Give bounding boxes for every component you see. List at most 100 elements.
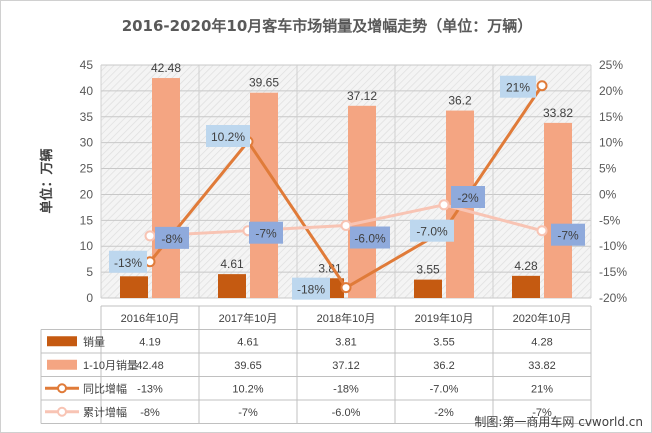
- y-left-tick-label: 5: [86, 265, 93, 279]
- table-cell: -2%: [434, 407, 454, 419]
- table-cell: -7%: [532, 407, 552, 419]
- bar-data-label: 37.12: [347, 89, 377, 103]
- bar-data-label: 42.48: [151, 61, 181, 75]
- plot-area: 0 -20% 5 -15% 10 -10% 15 -5% 20 0% 25 5% 30 10% 35 15% 4…: [80, 58, 628, 305]
- bar-monthly: [512, 275, 540, 298]
- line-data-label: -8%: [155, 226, 189, 249]
- line-data-label-text: -7%: [557, 229, 579, 243]
- line-data-label: -7%: [249, 221, 283, 244]
- bar-data-label: 36.2: [448, 94, 472, 108]
- bar-data-label: 3.55: [416, 263, 440, 277]
- line-marker: [144, 230, 156, 242]
- line-data-label: -7%: [551, 223, 585, 246]
- line-data-label-text: 10.2%: [211, 130, 245, 144]
- plot-background: [101, 65, 591, 298]
- legend-label: 同比增幅: [83, 381, 127, 395]
- line-data-label-box: [350, 226, 390, 249]
- line-data-label: -13%: [109, 250, 147, 273]
- y-right-tick-label: -15%: [599, 265, 627, 279]
- x-category-label: 2016年10月: [121, 311, 180, 325]
- line-marker: [536, 80, 548, 92]
- table-cell: 4.19: [139, 336, 160, 348]
- x-category-label: 2017年10月: [219, 311, 278, 325]
- line-data-label-box: [109, 250, 147, 273]
- y-left-tick-label: 45: [80, 58, 94, 72]
- table-cell: 33.82: [528, 360, 556, 372]
- line-data-label-box: [551, 223, 585, 246]
- y-left-tick-label: 10: [80, 239, 94, 253]
- line-data-label: -7.0%: [410, 219, 454, 242]
- bar-monthly: [414, 279, 442, 298]
- x-category-label: 2020年10月: [513, 311, 572, 325]
- table-cell: 10.2%: [232, 383, 263, 395]
- table-cell: -6.0%: [332, 407, 361, 419]
- line-data-label-text: 21%: [506, 81, 530, 95]
- y-left-tick-label: 35: [80, 110, 94, 124]
- table-cell: 36.2: [433, 360, 454, 372]
- bar-monthly: [120, 276, 148, 298]
- table-cell: 39.65: [234, 360, 262, 372]
- table-cell: -18%: [333, 383, 359, 395]
- line-data-label-text: -13%: [114, 256, 142, 270]
- line-data-label-box: [206, 125, 250, 147]
- legend-swatch: [47, 359, 77, 370]
- bar-data-label: 33.82: [543, 106, 573, 120]
- bar-data-label: 39.65: [249, 76, 279, 90]
- y-right-tick-label: 25%: [599, 58, 623, 72]
- x-category-label: 2018年10月: [317, 311, 376, 325]
- table-cell: 37.12: [332, 360, 360, 372]
- line-data-label-text: -18%: [297, 283, 325, 297]
- y-right-tick-label: -10%: [599, 239, 627, 253]
- line-data-label: -2%: [451, 186, 485, 208]
- line-marker: [438, 199, 450, 211]
- table-cell: 42.48: [136, 360, 164, 372]
- table-cell: -7.0%: [430, 383, 459, 395]
- y-right-tick-label: 5%: [599, 162, 617, 176]
- line-data-label-text: -2%: [457, 191, 479, 205]
- y-right-tick-label: -20%: [599, 291, 627, 305]
- y-left-tick-label: 30: [80, 136, 94, 150]
- table-cell: 3.81: [335, 336, 356, 348]
- x-category-label: 2019年10月: [415, 311, 474, 325]
- y-left-tick-label: 0: [86, 291, 93, 305]
- line-data-label-box: [249, 221, 283, 244]
- line-data-label-box: [451, 186, 485, 208]
- bar-data-label: 4.61: [220, 257, 244, 271]
- line-data-label-text: -7%: [255, 227, 277, 241]
- legend-label: 累计增幅: [83, 405, 127, 419]
- table-cell: 4.61: [237, 336, 258, 348]
- y-right-tick-label: 0%: [599, 187, 617, 201]
- bar-data-label: 4.28: [514, 259, 538, 273]
- bar-cumulative: [348, 105, 376, 298]
- bar-monthly: [218, 274, 246, 298]
- line-data-label-text: -8%: [161, 232, 183, 246]
- line-data-label-text: -7.0%: [416, 225, 448, 239]
- table-cell: -13%: [137, 383, 163, 395]
- bar-cumulative: [250, 92, 278, 298]
- line-data-label-box: [292, 277, 330, 300]
- line-data-label: 10.2%: [206, 125, 250, 147]
- y-right-tick-label: 20%: [599, 84, 623, 98]
- legend-label: 1-10月销量: [83, 358, 138, 372]
- line-data-label-box: [410, 219, 454, 242]
- line-data-label: -6.0%: [350, 226, 390, 249]
- line-data-label-box: [155, 226, 189, 249]
- legend-label: 销量: [83, 334, 105, 348]
- line-data-label: 21%: [500, 75, 536, 98]
- line-marker: [536, 225, 548, 237]
- y-left-tick-label: 15: [80, 213, 94, 227]
- table-cell: 21%: [531, 383, 553, 395]
- bar-cumulative: [544, 122, 572, 298]
- line-data-label-box: [500, 75, 536, 98]
- y-left-tick-label: 40: [80, 84, 94, 98]
- legend-marker: [57, 383, 67, 394]
- y-axis-title: 单位：万辆: [39, 148, 55, 213]
- source-note: 制图:第一商用车网 cvworld.cn: [474, 414, 643, 429]
- y-right-tick-label: -5%: [599, 213, 621, 227]
- line-data-label-text: -6.0%: [354, 232, 386, 246]
- y-left-tick-label: 20: [80, 187, 94, 201]
- line-marker: [340, 220, 352, 232]
- chart-title: 2016-2020年10月客车市场销量及增幅走势（单位：万辆）: [122, 17, 533, 35]
